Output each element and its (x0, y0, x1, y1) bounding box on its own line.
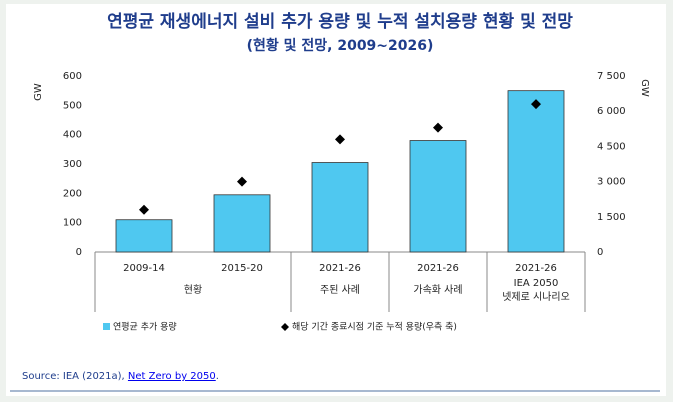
group-label: 현황 (184, 284, 202, 296)
legend-label: 해당 기간 종료시점 기준 누적 용량(우측 축) (292, 321, 457, 333)
y-axis-label: GW (33, 83, 44, 101)
y2-tick-label: 1 500 (597, 212, 626, 223)
x-tick-label: 2015-20 (221, 263, 263, 274)
chart-subtitle: (현황 및 전망, 2009~2026) (247, 37, 434, 54)
y2-tick-label: 0 (597, 247, 603, 258)
y-tick-label: 600 (63, 71, 82, 82)
chart-title: 연평균 재생에너지 설비 추가 용량 및 누적 설치용량 현황 및 전망 (107, 12, 573, 32)
source-prefix: Source: IEA (2021a), (22, 371, 128, 382)
y2-tick-label: 7 500 (597, 71, 626, 82)
group-label: 넷제로 시나리오 (502, 291, 570, 303)
x-tick-label: 2021-26 (319, 263, 361, 274)
y-tick-label: 0 (76, 247, 82, 258)
diamond-marker (433, 122, 443, 133)
diamond-marker (531, 99, 541, 110)
y-tick-label: 100 (63, 218, 82, 229)
bar (311, 162, 369, 253)
diamond-marker (139, 204, 149, 215)
legend-label: 연평균 추가 용량 (113, 321, 177, 333)
y-tick-label: 300 (63, 159, 82, 170)
diamond-marker (335, 134, 345, 145)
y2-tick-label: 4 500 (597, 141, 626, 152)
y-tick-label: 400 (63, 130, 82, 141)
bar (213, 194, 271, 253)
legend-marker (281, 323, 289, 331)
bar (409, 140, 467, 253)
bar (115, 219, 173, 253)
legend-swatch (103, 323, 110, 330)
source-suffix: . (216, 371, 219, 382)
y-tick-label: 500 (63, 100, 82, 111)
bar (507, 90, 565, 253)
source-link[interactable]: Net Zero by 2050 (128, 371, 216, 382)
x-tick-label: 2009-14 (123, 263, 165, 274)
y2-tick-label: 6 000 (597, 106, 626, 117)
diamond-marker (237, 176, 247, 187)
group-label: 가속화 사례 (413, 284, 462, 296)
y-tick-label: 200 (63, 188, 82, 199)
x-tick-label: 2021-26 (417, 263, 459, 274)
group-label: 주된 사례 (320, 284, 360, 296)
y2-axis-label: GW (639, 79, 650, 97)
source: Source: IEA (2021a), Net Zero by 2050. (22, 371, 219, 382)
group-label: IEA 2050 (514, 278, 559, 289)
x-tick-label: 2021-26 (515, 263, 557, 274)
y2-tick-label: 3 000 (597, 177, 626, 188)
